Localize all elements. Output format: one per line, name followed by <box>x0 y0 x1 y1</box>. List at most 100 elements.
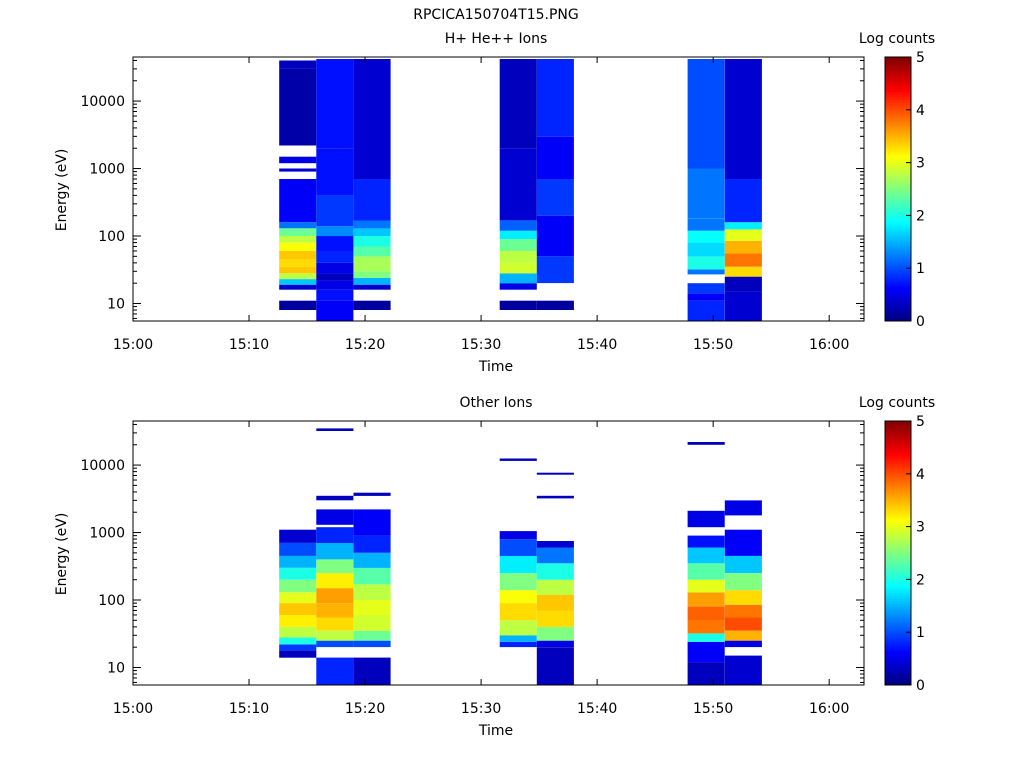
colorbar-swatch <box>885 442 911 446</box>
colorbar-swatch <box>885 257 911 261</box>
colorbar-swatch <box>885 175 911 179</box>
heatmap-cell <box>536 647 574 685</box>
heatmap-cell <box>687 620 725 634</box>
heatmap-cell <box>353 256 391 272</box>
colorbar-swatch <box>885 284 911 288</box>
colorbar-swatch <box>885 677 911 681</box>
colorbar-swatch <box>885 302 911 306</box>
colorbar-label: Log counts <box>859 395 935 411</box>
heatmap-cell <box>687 230 725 243</box>
heatmap-cell <box>687 442 725 445</box>
y-tick-label: 10 <box>107 296 125 312</box>
heatmap-cell <box>353 600 391 615</box>
heatmap-cell <box>499 220 537 231</box>
colorbar-swatch <box>885 196 911 200</box>
colorbar-swatch <box>885 78 911 82</box>
colorbar-swatch <box>885 436 911 440</box>
colorbar-swatch <box>885 70 911 74</box>
colorbar-swatch <box>885 476 911 480</box>
heatmap-cell <box>499 239 537 251</box>
x-tick-label: 15:30 <box>461 701 501 717</box>
colorbar-swatch <box>885 582 911 586</box>
colorbar-swatch <box>885 563 911 567</box>
colorbar-swatch <box>885 215 911 219</box>
heatmap-cell <box>316 236 354 251</box>
colorbar-swatch <box>885 157 911 161</box>
colorbar-swatch <box>885 468 911 472</box>
colorbar-tick-label: 2 <box>916 208 925 224</box>
colorbar-swatch <box>885 112 911 116</box>
y-axis-label: Energy (eV) <box>54 149 70 232</box>
colorbar-swatch <box>885 262 911 266</box>
heatmap-cell <box>536 179 574 216</box>
colorbar-swatch <box>885 233 911 237</box>
colorbar-swatch <box>885 294 911 298</box>
colorbar-swatch <box>885 83 911 87</box>
colorbar-tick-label: 1 <box>916 625 925 641</box>
colorbar-swatch <box>885 682 911 686</box>
colorbar-swatch <box>885 286 911 290</box>
colorbar-swatch <box>885 64 911 68</box>
colorbar-swatch <box>885 534 911 538</box>
colorbar-swatch <box>885 621 911 625</box>
heatmap-cell <box>687 218 725 231</box>
colorbar-swatch <box>885 510 911 514</box>
colorbar-swatch <box>885 146 911 150</box>
colorbar-swatch <box>885 133 911 137</box>
colorbar-swatch <box>885 231 911 235</box>
colorbar-tick-label: 1 <box>916 261 925 277</box>
colorbar-swatch <box>885 247 911 251</box>
heatmap-cell <box>279 555 317 568</box>
heatmap-cell <box>279 644 317 651</box>
heatmap-cell <box>687 168 725 219</box>
colorbar-swatch <box>885 479 911 483</box>
colorbar-swatch <box>885 62 911 66</box>
heatmap-cell <box>724 253 762 267</box>
colorbar-frame <box>884 420 912 686</box>
heatmap-cell <box>724 640 762 648</box>
colorbar-swatch <box>885 497 911 501</box>
colorbar-swatch <box>885 460 911 464</box>
heatmap-cell <box>353 236 391 247</box>
heatmap-cell <box>316 226 354 237</box>
colorbar-swatch <box>885 249 911 253</box>
colorbar-swatch <box>885 273 911 277</box>
colorbar-swatch <box>885 252 911 256</box>
panel-h-he-ions: H+ He++ Ions 15:00 15:10 15:20 15:30 15:40 15… <box>54 31 935 375</box>
heatmap-cell <box>499 635 537 642</box>
colorbar-swatch <box>885 508 911 512</box>
figure-title: RPCICA150704T15.PNG <box>413 7 578 23</box>
heatmap-cell <box>687 662 725 685</box>
colorbar-swatch <box>885 574 911 578</box>
colorbar-swatch <box>885 463 911 467</box>
heatmap-cell <box>536 136 574 179</box>
colorbar: 0 1 2 3 4 5 <box>884 50 925 330</box>
panel-title: Other Ions <box>459 395 532 411</box>
colorbar-swatch <box>885 204 911 208</box>
colorbar-swatch <box>885 669 911 673</box>
colorbar-swatch <box>885 178 911 182</box>
heatmap-cell <box>316 195 354 227</box>
colorbar-swatch <box>885 550 911 554</box>
x-tick-label: 16:00 <box>809 701 849 717</box>
x-tick-label: 15:30 <box>461 337 501 353</box>
heatmap-cell <box>499 230 537 240</box>
colorbar-swatch <box>885 539 911 543</box>
heatmap-cell <box>536 541 574 548</box>
colorbar-swatch <box>885 152 911 156</box>
heatmap-cell <box>536 640 574 648</box>
colorbar-swatch <box>885 136 911 140</box>
colorbar-swatch <box>885 72 911 76</box>
colorbar-swatch <box>885 455 911 459</box>
colorbar-swatch <box>885 154 911 158</box>
colorbar-swatch <box>885 487 911 491</box>
heatmap-cell <box>279 637 317 645</box>
colorbar-swatch <box>885 566 911 570</box>
x-tick-label: 15:10 <box>229 337 269 353</box>
colorbar-swatch <box>885 584 911 588</box>
colorbar-swatch <box>885 531 911 535</box>
colorbar-swatch <box>885 587 911 591</box>
colorbar-swatch <box>885 655 911 659</box>
heatmap-cell <box>687 510 725 528</box>
